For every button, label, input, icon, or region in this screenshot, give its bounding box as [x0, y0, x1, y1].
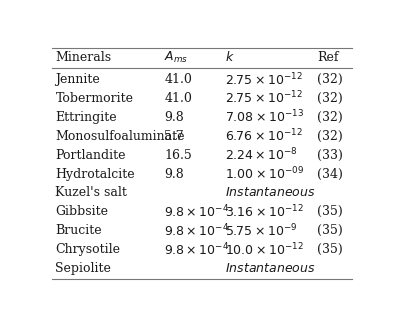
Text: (35): (35) — [317, 224, 343, 237]
Text: $3.16 \times 10^{-12}$: $3.16 \times 10^{-12}$ — [226, 203, 304, 220]
Text: Gibbsite: Gibbsite — [55, 205, 109, 218]
Text: $5.75 \times 10^{-9}$: $5.75 \times 10^{-9}$ — [226, 222, 298, 239]
Text: Jennite: Jennite — [55, 73, 100, 86]
Text: $A_{ms}$: $A_{ms}$ — [164, 50, 188, 65]
Text: (32): (32) — [317, 73, 343, 86]
Text: Ettringite: Ettringite — [55, 111, 117, 124]
Text: $2.75 \times 10^{-12}$: $2.75 \times 10^{-12}$ — [226, 90, 303, 107]
Text: $\mathit{Instantaneous}$: $\mathit{Instantaneous}$ — [226, 262, 316, 275]
Text: (35): (35) — [317, 243, 343, 256]
Text: (34): (34) — [317, 167, 343, 180]
Text: $1.00 \times 10^{-09}$: $1.00 \times 10^{-09}$ — [226, 166, 305, 182]
Text: Ref: Ref — [317, 51, 339, 64]
Text: $9.8 \times 10^{-4}$: $9.8 \times 10^{-4}$ — [164, 222, 229, 239]
Text: Brucite: Brucite — [55, 224, 102, 237]
Text: Tobermorite: Tobermorite — [55, 92, 134, 105]
Text: Monosulfoaluminate: Monosulfoaluminate — [55, 130, 185, 143]
Text: $9.8 \times 10^{-4}$: $9.8 \times 10^{-4}$ — [164, 203, 229, 220]
Text: Sepiolite: Sepiolite — [55, 262, 111, 275]
Text: $10.0 \times 10^{-12}$: $10.0 \times 10^{-12}$ — [226, 241, 304, 258]
Text: $\mathit{Instantaneous}$: $\mathit{Instantaneous}$ — [226, 187, 316, 200]
Text: 41.0: 41.0 — [164, 92, 192, 105]
Text: $9.8 \times 10^{-4}$: $9.8 \times 10^{-4}$ — [164, 241, 229, 258]
Text: 16.5: 16.5 — [164, 149, 192, 162]
Text: 9.8: 9.8 — [164, 167, 184, 180]
Text: (33): (33) — [317, 149, 343, 162]
Text: (32): (32) — [317, 92, 343, 105]
Text: $2.24 \times 10^{-8}$: $2.24 \times 10^{-8}$ — [226, 147, 298, 163]
Text: Chrysotile: Chrysotile — [55, 243, 120, 256]
Text: 41.0: 41.0 — [164, 73, 192, 86]
Text: 5.7: 5.7 — [164, 130, 184, 143]
Text: (35): (35) — [317, 205, 343, 218]
Text: $2.75 \times 10^{-12}$: $2.75 \times 10^{-12}$ — [226, 71, 303, 88]
Text: 9.8: 9.8 — [164, 111, 184, 124]
Text: (32): (32) — [317, 111, 343, 124]
Text: Kuzel's salt: Kuzel's salt — [55, 187, 127, 200]
Text: Minerals: Minerals — [55, 51, 112, 64]
Text: Hydrotalcite: Hydrotalcite — [55, 167, 135, 180]
Text: $6.76 \times 10^{-12}$: $6.76 \times 10^{-12}$ — [226, 128, 303, 145]
Text: Portlandite: Portlandite — [55, 149, 126, 162]
Text: $k$: $k$ — [226, 50, 235, 64]
Text: $7.08 \times 10^{-13}$: $7.08 \times 10^{-13}$ — [226, 109, 305, 126]
Text: (32): (32) — [317, 130, 343, 143]
